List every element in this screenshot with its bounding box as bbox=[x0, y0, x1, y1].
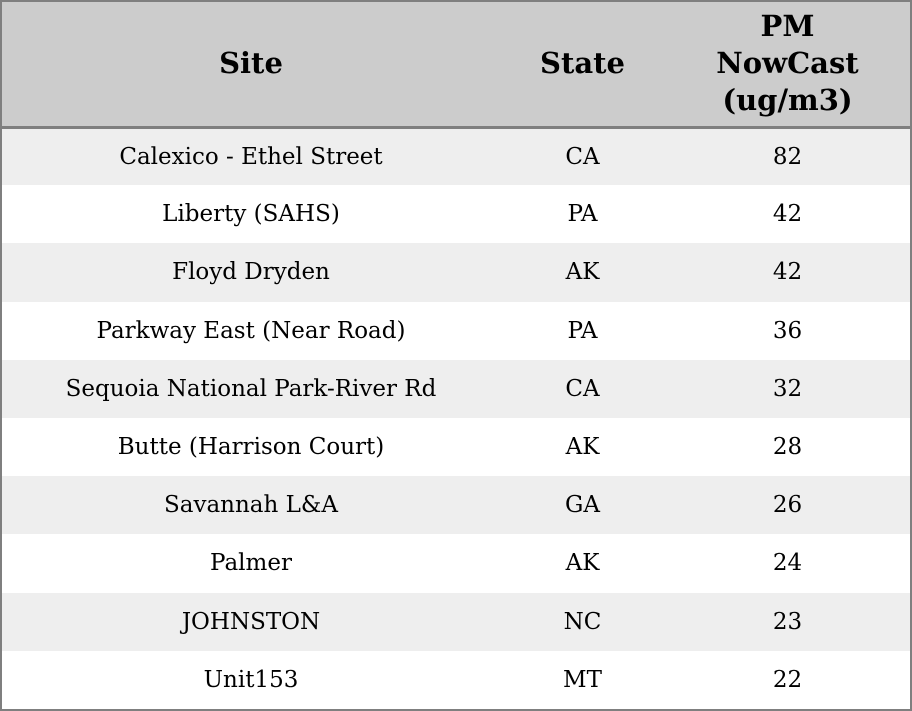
state-cell: AK bbox=[500, 243, 665, 302]
pm-nowcast-cell: 32 bbox=[665, 359, 910, 418]
state-cell: MT bbox=[500, 650, 665, 709]
table-header: Site State PM NowCast (ug/m3) bbox=[2, 2, 910, 129]
pm-header-line-1: PM bbox=[760, 9, 815, 44]
pm-nowcast-cell: 82 bbox=[665, 127, 910, 186]
state-cell: PA bbox=[500, 185, 665, 244]
pm-nowcast-cell: 24 bbox=[665, 534, 910, 593]
pm-nowcast-cell: 42 bbox=[665, 185, 910, 244]
table-row: Unit153 MT 22 bbox=[2, 650, 910, 709]
column-header-pm-nowcast: PM NowCast (ug/m3) bbox=[665, 2, 910, 129]
state-cell: AK bbox=[500, 417, 665, 477]
state-cell: AK bbox=[500, 534, 665, 593]
site-cell: Parkway East (Near Road) bbox=[2, 301, 500, 360]
table-row: Sequoia National Park-River Rd CA 32 bbox=[2, 359, 910, 418]
state-cell: CA bbox=[500, 127, 665, 186]
column-header-site: Site bbox=[2, 2, 500, 129]
site-cell: Liberty (SAHS) bbox=[2, 185, 500, 244]
state-cell: GA bbox=[500, 476, 665, 535]
state-cell: CA bbox=[500, 359, 665, 418]
pm-header-line-3: (ug/m3) bbox=[722, 83, 853, 118]
column-header-state: State bbox=[500, 2, 665, 129]
header-row: Site State PM NowCast (ug/m3) bbox=[2, 2, 910, 129]
site-cell: Savannah L&A bbox=[2, 476, 500, 535]
pm-header-line-2: NowCast bbox=[716, 46, 859, 81]
pm-nowcast-cell: 28 bbox=[665, 417, 910, 477]
pm-nowcast-cell: 23 bbox=[665, 592, 910, 651]
table-row: Butte (Harrison Court) AK 28 bbox=[2, 417, 910, 477]
table-row: Palmer AK 24 bbox=[2, 534, 910, 593]
table-row: Calexico - Ethel Street CA 82 bbox=[2, 127, 910, 186]
table-row: Savannah L&A GA 26 bbox=[2, 476, 910, 535]
table-body: Calexico - Ethel Street CA 82 Liberty (SAHS… bbox=[2, 127, 910, 709]
site-cell: Sequoia National Park-River Rd bbox=[2, 359, 500, 418]
pm-nowcast-cell: 42 bbox=[665, 243, 910, 302]
table-row: Parkway East (Near Road) PA 36 bbox=[2, 301, 910, 360]
table-row: JOHNSTON NC 23 bbox=[2, 592, 910, 651]
pm-nowcast-cell: 36 bbox=[665, 301, 910, 360]
site-cell: Palmer bbox=[2, 534, 500, 593]
site-cell: Floyd Dryden bbox=[2, 243, 500, 302]
site-cell: Unit153 bbox=[2, 650, 500, 709]
pm-nowcast-cell: 22 bbox=[665, 650, 910, 709]
site-cell: Butte (Harrison Court) bbox=[2, 417, 500, 477]
table-row: Liberty (SAHS) PA 42 bbox=[2, 185, 910, 244]
state-cell: PA bbox=[500, 301, 665, 360]
state-cell: NC bbox=[500, 592, 665, 651]
pm-nowcast-cell: 26 bbox=[665, 476, 910, 535]
table-row: Floyd Dryden AK 42 bbox=[2, 243, 910, 302]
site-cell: JOHNSTON bbox=[2, 592, 500, 651]
site-cell: Calexico - Ethel Street bbox=[2, 127, 500, 186]
